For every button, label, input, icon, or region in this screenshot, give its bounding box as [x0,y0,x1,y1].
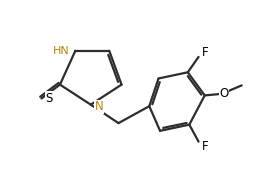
Text: O: O [219,87,229,100]
Text: N: N [95,100,103,113]
Text: F: F [201,46,208,59]
Text: HN: HN [53,46,70,56]
Text: F: F [201,140,208,153]
Text: S: S [45,92,53,105]
